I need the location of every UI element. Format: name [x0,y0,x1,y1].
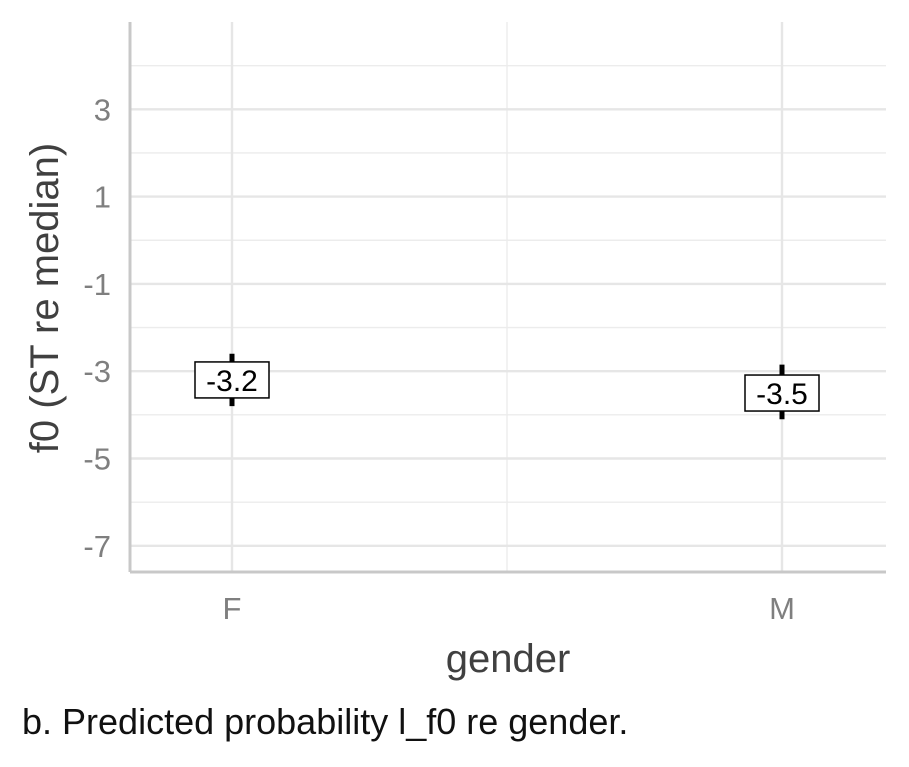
y-axis-title: f0 (ST re median) [23,143,67,454]
y-tick-label: -7 [83,529,111,564]
x-tick-label-m: M [769,591,795,626]
value-label-m: -3.5 [756,378,808,411]
x-axis-title: gender [446,637,571,681]
major-gridlines [130,22,886,572]
y-tick-label: -3 [83,354,111,389]
x-tick-label-f: F [223,591,242,626]
y-tick-label: -1 [83,267,111,302]
value-label-box-f [194,361,270,399]
value-label-box-m [744,374,820,412]
y-tick-label: 1 [94,180,111,215]
y-tick-label: -5 [83,442,111,477]
y-tick-label: 3 [94,92,111,127]
y-tick-labels: 3 1 -1 -3 -5 -7 [83,92,111,564]
data-marks: -3.2 -3.5 [194,353,820,420]
value-label-f: -3.2 [206,365,258,398]
minor-gridlines [130,22,886,572]
figure-caption: b. Predicted probability l_f0 re gender. [22,701,629,742]
